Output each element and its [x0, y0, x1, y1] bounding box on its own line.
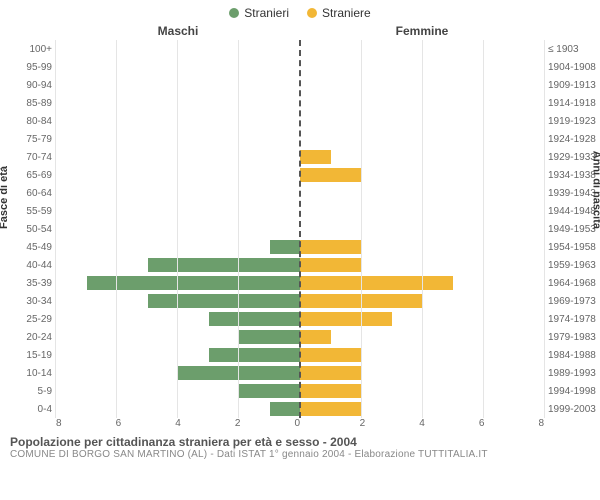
bar-male — [270, 240, 301, 254]
bar-female — [300, 348, 361, 362]
bar-male — [148, 258, 301, 272]
title-female: Femmine — [300, 24, 600, 38]
x-tick: 4 — [419, 418, 425, 429]
grid-line — [55, 40, 56, 418]
legend: Stranieri Straniere — [0, 0, 600, 20]
x-axis: 86420 02468 — [56, 418, 544, 429]
y-axis-left: 100+95-9990-9485-8980-8475-7970-7465-696… — [0, 40, 56, 418]
chart-area: Fasce di età Anni di nascita 100+ 95-99 90… — [0, 40, 600, 418]
title-male: Maschi — [0, 24, 300, 38]
age-label: 25-29 — [0, 314, 52, 325]
age-label: 10-14 — [0, 368, 52, 379]
caption-source: COMUNE DI BORGO SAN MARTINO (AL) - Dati … — [10, 449, 590, 460]
age-label: 30-34 — [0, 296, 52, 307]
x-tick: 2 — [235, 418, 241, 429]
age-label: 35-39 — [0, 278, 52, 289]
birth-label: 1974-1978 — [548, 314, 600, 325]
bar-female — [300, 276, 453, 290]
birth-label: 1994-1998 — [548, 386, 600, 397]
x-tick: 2 — [360, 418, 366, 429]
bar-male — [270, 402, 301, 416]
bar-male — [209, 312, 301, 326]
bars-male — [56, 40, 300, 418]
x-tick: 4 — [175, 418, 181, 429]
bar-female — [300, 330, 331, 344]
age-label: 70-74 — [0, 152, 52, 163]
birth-label: 1999-2003 — [548, 404, 600, 415]
legend-label-male: Stranieri — [244, 6, 289, 20]
birth-label: 1964-1968 — [548, 278, 600, 289]
legend-swatch-male — [229, 8, 239, 18]
x-tick: 8 — [538, 418, 544, 429]
age-label: 40-44 — [0, 260, 52, 271]
x-axis-left: 86420 — [56, 418, 300, 429]
grid-line — [116, 40, 117, 418]
birth-label: 1959-1963 — [548, 260, 600, 271]
x-axis-right: 02468 — [300, 418, 544, 429]
age-label: 0-4 — [0, 404, 52, 415]
birth-label: 1919-1923 — [548, 116, 600, 127]
birth-label: 1989-1993 — [548, 368, 600, 379]
birth-label: 1979-1983 — [548, 332, 600, 343]
bar-male — [148, 294, 301, 308]
legend-item-female: Straniere — [307, 6, 371, 20]
birth-label: ≤ 1903 — [548, 44, 600, 55]
x-tick: 6 — [116, 418, 122, 429]
bar-male — [239, 330, 300, 344]
birth-label: 1914-1918 — [548, 98, 600, 109]
age-label: 75-79 — [0, 134, 52, 145]
grid-line — [544, 40, 545, 418]
bar-female — [300, 240, 361, 254]
age-label: 90-94 — [0, 80, 52, 91]
age-label: 15-19 — [0, 350, 52, 361]
plot — [56, 40, 544, 418]
bar-female — [300, 258, 361, 272]
legend-label-female: Straniere — [322, 6, 371, 20]
birth-label: 1909-1913 — [548, 80, 600, 91]
age-label: 20-24 — [0, 332, 52, 343]
bar-male — [178, 366, 300, 380]
birth-label: 1969-1973 — [548, 296, 600, 307]
bars-female — [300, 40, 544, 418]
x-tick: 8 — [56, 418, 62, 429]
y-axis-left-label: Fasce di età — [0, 166, 10, 229]
bar-female — [300, 312, 392, 326]
bar-male — [239, 384, 300, 398]
center-line — [299, 40, 301, 418]
age-label: 80-84 — [0, 116, 52, 127]
grid-line — [422, 40, 423, 418]
grid-line — [177, 40, 178, 418]
bar-male — [87, 276, 301, 290]
caption-title: Popolazione per cittadinanza straniera p… — [10, 435, 590, 449]
birth-label: 1954-1958 — [548, 242, 600, 253]
age-label: 100+ — [0, 44, 52, 55]
y-axis-right: ≤ 1903 1904-1908 1909-1913 1914-1918 1919-19… — [544, 40, 600, 418]
bar-female — [300, 168, 361, 182]
caption: Popolazione per cittadinanza straniera p… — [0, 429, 600, 460]
age-label: 85-89 — [0, 98, 52, 109]
grid-line — [361, 40, 362, 418]
grid-line — [238, 40, 239, 418]
x-tick: 6 — [479, 418, 485, 429]
column-titles: Maschi Femmine — [0, 24, 600, 38]
legend-item-male: Stranieri — [229, 6, 289, 20]
bar-female — [300, 366, 361, 380]
birth-label: 1924-1928 — [548, 134, 600, 145]
age-label: 45-49 — [0, 242, 52, 253]
age-label: 95-99 — [0, 62, 52, 73]
bar-male — [209, 348, 301, 362]
age-label: 5-9 — [0, 386, 52, 397]
legend-swatch-female — [307, 8, 317, 18]
y-axis-right-label: Anni di nascita — [590, 151, 600, 229]
bar-female — [300, 402, 361, 416]
bar-female — [300, 150, 331, 164]
birth-label: 1904-1908 — [548, 62, 600, 73]
bar-female — [300, 384, 361, 398]
grid-line — [483, 40, 484, 418]
birth-label: 1984-1988 — [548, 350, 600, 361]
